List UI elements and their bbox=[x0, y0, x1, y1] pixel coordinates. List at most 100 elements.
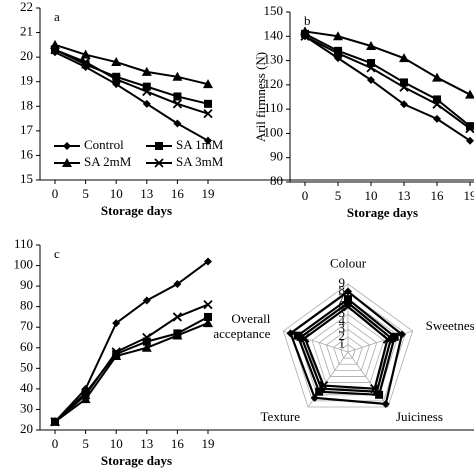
marker bbox=[173, 92, 182, 101]
grid-ring bbox=[318, 321, 378, 377]
y-tick-label: 60 bbox=[20, 339, 33, 354]
x-tick-label: 10 bbox=[365, 188, 378, 203]
marker bbox=[203, 79, 213, 89]
label-line: Overall bbox=[231, 311, 270, 326]
y-tick-label: 70 bbox=[20, 318, 33, 333]
y-tick-label: 110 bbox=[264, 100, 283, 115]
marker bbox=[155, 142, 163, 150]
x-tick-label: 19 bbox=[202, 186, 215, 201]
marker bbox=[141, 342, 152, 352]
marker bbox=[318, 380, 329, 391]
legend-label: SA 3mM bbox=[176, 154, 224, 169]
r-tick-label: 5 bbox=[339, 305, 346, 320]
series-line bbox=[299, 301, 393, 393]
r-tick-label: 8 bbox=[339, 283, 346, 298]
marker bbox=[203, 109, 213, 119]
x-tick-label: 5 bbox=[82, 436, 89, 451]
marker bbox=[142, 296, 151, 305]
category-label: Texture bbox=[261, 409, 301, 424]
marker bbox=[466, 136, 474, 145]
series-line bbox=[54, 303, 209, 423]
y-tick-label: 22 bbox=[20, 0, 33, 14]
y-tick-label: 100 bbox=[14, 257, 34, 272]
marker bbox=[344, 287, 352, 296]
marker bbox=[381, 399, 390, 408]
marker bbox=[300, 31, 310, 41]
series-line bbox=[303, 305, 389, 390]
marker bbox=[433, 114, 441, 123]
x-tick-label: 16 bbox=[171, 436, 185, 451]
y-tick-label: 130 bbox=[264, 52, 284, 67]
r-tick-label: 2 bbox=[339, 328, 346, 343]
marker bbox=[50, 45, 60, 55]
marker bbox=[142, 99, 151, 108]
marker bbox=[111, 351, 122, 360]
marker bbox=[172, 330, 183, 340]
y-tick-label: 19 bbox=[20, 73, 33, 88]
marker bbox=[62, 158, 72, 167]
marker bbox=[400, 100, 408, 109]
label-line: acceptance bbox=[213, 326, 270, 341]
series-line bbox=[289, 290, 404, 406]
marker bbox=[465, 89, 474, 99]
panel-label: b bbox=[304, 13, 311, 28]
y-tick-label: 16 bbox=[20, 146, 34, 161]
r-tick-label: 3 bbox=[339, 320, 346, 335]
marker bbox=[333, 31, 343, 41]
series-line bbox=[304, 35, 471, 142]
marker bbox=[172, 312, 183, 322]
r-tick-label: 1 bbox=[339, 335, 346, 350]
grid-ring bbox=[311, 313, 385, 383]
marker bbox=[203, 318, 213, 328]
marker bbox=[310, 393, 319, 402]
x-tick-label: 19 bbox=[202, 436, 215, 451]
marker bbox=[204, 312, 212, 321]
marker bbox=[466, 122, 474, 131]
marker bbox=[293, 331, 302, 340]
r-tick-label: 6 bbox=[339, 298, 346, 313]
marker bbox=[382, 334, 393, 344]
x-tick-label: 13 bbox=[140, 436, 153, 451]
marker bbox=[63, 142, 71, 150]
y-tick-label: 110 bbox=[14, 236, 33, 251]
marker bbox=[399, 53, 409, 63]
marker bbox=[203, 299, 213, 310]
marker bbox=[399, 82, 409, 92]
y-tick-label: 80 bbox=[20, 298, 33, 313]
series-line bbox=[54, 316, 209, 423]
x-tick-label: 16 bbox=[431, 188, 445, 203]
x-tick-label: 13 bbox=[398, 188, 411, 203]
marker bbox=[400, 78, 408, 87]
series-line bbox=[296, 297, 396, 396]
grid-ring bbox=[333, 336, 363, 365]
panel-label: c bbox=[54, 246, 60, 261]
marker bbox=[333, 48, 343, 58]
marker bbox=[142, 332, 152, 343]
y-tick-label: 40 bbox=[20, 380, 33, 395]
r-tick-label: 9 bbox=[339, 275, 346, 290]
category-label: Colour bbox=[330, 255, 367, 270]
marker bbox=[204, 136, 212, 145]
legend-label: SA 1mM bbox=[176, 137, 224, 152]
marker bbox=[366, 63, 376, 73]
x-tick-label: 10 bbox=[110, 186, 123, 201]
x-tick-label: 0 bbox=[52, 186, 59, 201]
x-axis-label: Storage days bbox=[347, 205, 418, 220]
grid-ring bbox=[340, 343, 356, 359]
marker bbox=[367, 76, 375, 84]
marker bbox=[81, 389, 90, 397]
y-tick-label: 150 bbox=[264, 3, 284, 18]
marker bbox=[50, 417, 60, 427]
marker bbox=[142, 82, 151, 91]
category-label: Sweetness bbox=[426, 318, 474, 333]
marker bbox=[80, 49, 91, 59]
marker bbox=[154, 158, 164, 168]
series-line bbox=[54, 260, 209, 423]
r-tick-label: 7 bbox=[339, 290, 346, 305]
x-tick-label: 0 bbox=[52, 436, 59, 451]
y-tick-label: 30 bbox=[20, 400, 33, 415]
marker bbox=[204, 257, 212, 266]
y-tick-label: 18 bbox=[20, 97, 33, 112]
